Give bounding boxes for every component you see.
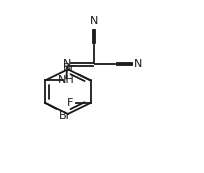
Text: F: F bbox=[66, 98, 73, 108]
Text: Br: Br bbox=[63, 63, 75, 73]
Text: N: N bbox=[63, 59, 71, 69]
Text: N: N bbox=[89, 16, 98, 26]
Text: Br: Br bbox=[59, 111, 71, 121]
Text: N: N bbox=[133, 59, 142, 69]
Text: NH: NH bbox=[58, 75, 74, 85]
